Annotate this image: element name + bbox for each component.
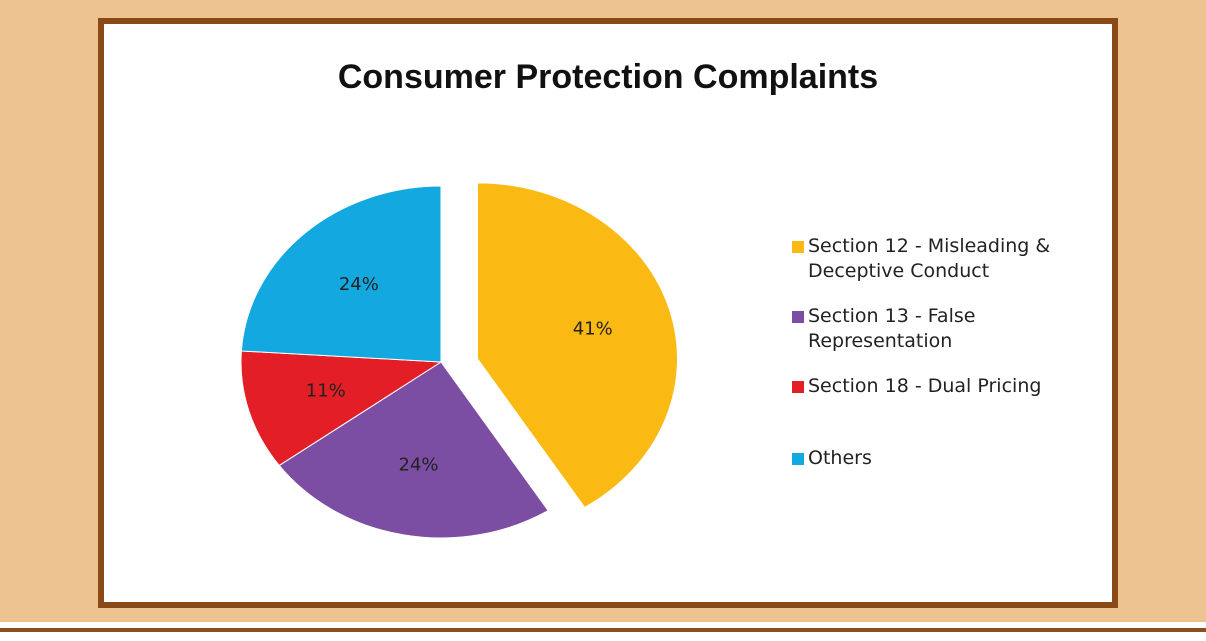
legend-swatch [792, 381, 804, 393]
legend-label: Section 13 - False Representation [808, 305, 976, 352]
legend-swatch [792, 311, 804, 323]
data-label: 24% [339, 274, 379, 295]
pie-slice [240, 350, 443, 467]
legend-item: Others [792, 446, 872, 471]
divider [0, 628, 1206, 632]
data-label: 24% [399, 455, 439, 476]
data-label: 11% [306, 380, 346, 401]
legend-label: Section 18 - Dual Pricing [808, 375, 1042, 397]
legend-item: Section 12 - Misleading & Deceptive Cond… [792, 234, 1102, 284]
chart-title: Consumer Protection Complaints [337, 58, 879, 96]
legend-item: Section 13 - False Representation [792, 304, 1102, 354]
legend-label: Section 12 - Misleading & Deceptive Cond… [808, 235, 1051, 282]
data-label: 41% [573, 318, 613, 339]
legend-swatch [792, 453, 804, 465]
legend-swatch [792, 241, 804, 253]
legend-item: Section 18 - Dual Pricing [792, 374, 1041, 399]
chart-frame: Consumer Protection Complaints 41% 24% 11%… [98, 18, 1118, 608]
pie-slice [240, 185, 442, 363]
pie-slice [278, 361, 549, 539]
pie-chart: 41% 24% 11% 24% [240, 182, 678, 539]
pie-slice [476, 182, 678, 509]
legend-label: Others [808, 447, 872, 469]
